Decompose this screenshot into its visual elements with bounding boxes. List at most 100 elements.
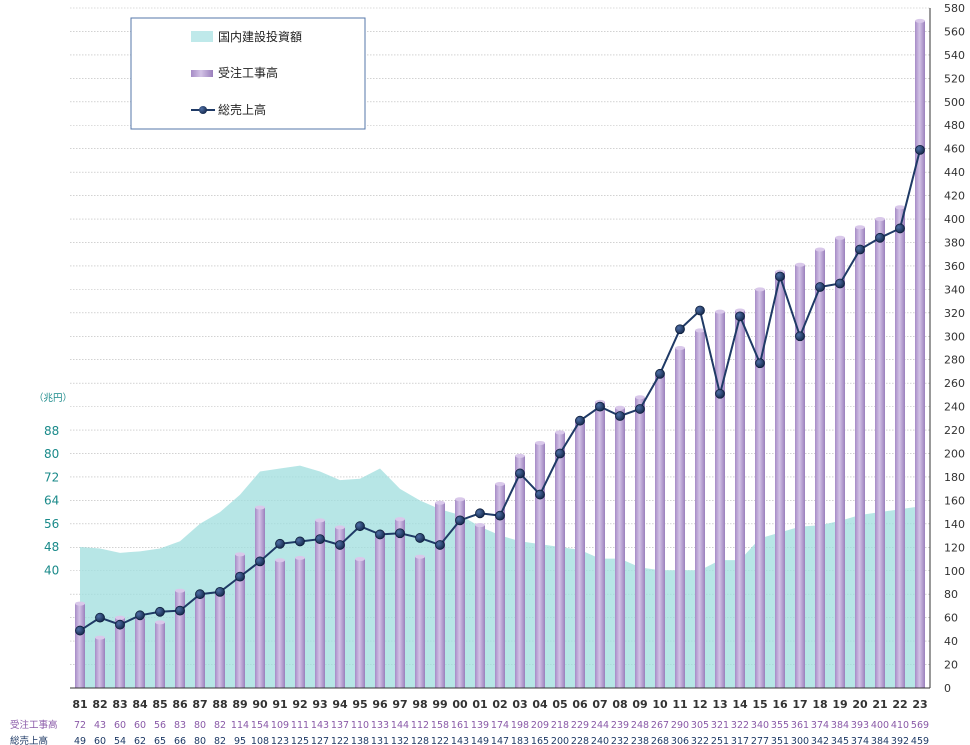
line-point [795,331,805,342]
bar-cap [475,523,485,528]
x-axis-tick: 05 [552,698,567,711]
table-cell-sales: 125 [291,736,309,745]
x-axis-tick: 17 [792,698,807,711]
legend-label-bar: 受注工事高 [218,65,278,80]
right-axis-tick: 560 [944,25,965,38]
bar-cap [615,405,625,410]
bar-cap [355,557,365,562]
table-cell-sales: 65 [154,736,166,745]
line-point [575,415,585,426]
right-axis-tick: 340 [944,283,965,296]
line-point [95,612,105,623]
line-point [595,401,605,412]
line-point [235,571,245,582]
table-cell-orders: 139 [471,720,489,731]
bar [535,442,545,688]
bar [475,525,485,688]
table-cell-sales: 138 [351,736,369,745]
bar [195,594,205,688]
bar [815,249,825,688]
bar-cap [735,308,745,313]
table-row-label-sales: 総売上高 [10,735,48,745]
right-axis-tick: 80 [944,588,958,601]
table-cell-orders: 355 [771,720,789,731]
x-axis-tick: 02 [492,698,507,711]
line-point [155,606,165,617]
x-axis-tick: 21 [872,698,887,711]
table-cell-orders: 174 [491,720,509,731]
table-cell-orders: 374 [811,720,829,731]
line-point [135,610,145,621]
x-axis-tick: 97 [392,698,407,711]
table-cell-sales: 54 [114,736,126,745]
table-cell-orders: 248 [631,720,649,731]
table-cell-sales: 251 [711,736,729,745]
bar [855,227,865,688]
left-axis-unit: （兆円） [34,392,72,404]
right-axis-tick: 460 [944,143,965,156]
left-axis-tick: 88 [44,424,59,438]
line-point [195,589,205,600]
table-cell-sales: 123 [271,736,289,745]
line-point [775,271,785,282]
table-cell-sales: 300 [791,736,809,745]
x-axis-tick: 81 [72,698,87,711]
bar-cap [415,554,425,559]
bar-cap [915,18,925,23]
x-axis-tick: 15 [752,698,767,711]
table-cell-sales: 228 [571,736,589,745]
right-axis-tick: 200 [944,448,965,461]
line-point [895,223,905,234]
bar-cap [95,635,105,640]
table-cell-orders: 82 [214,720,226,731]
line-point [835,278,845,289]
table-cell-sales: 342 [811,736,829,745]
table-cell-sales: 232 [611,736,629,745]
bar [115,617,125,688]
table-cell-orders: 112 [411,720,429,731]
x-axis-tick: 12 [692,698,707,711]
bar-cap [715,309,725,314]
line-point [635,404,645,414]
line-point [335,540,345,550]
table-cell-sales: 240 [591,736,609,745]
table-cell-orders: 321 [711,720,729,731]
table-cell-orders: 56 [154,720,166,731]
table-cell-orders: 161 [451,720,469,731]
data-table: 72 43 60 60 56 83 80 82 114 154 109 111 143 137 110 133… [74,720,929,745]
table-cell-orders: 384 [831,720,849,731]
bar [155,622,165,688]
line-point [315,534,325,545]
legend: 国内建設投資額 受注工事高 総売上高 [130,17,366,130]
line-series-sales [75,144,925,636]
bar [635,397,645,688]
table-cell-orders: 143 [311,720,329,731]
x-axis-tick: 87 [192,698,207,711]
left-axis-tick: 48 [44,540,59,554]
bar-cap [555,430,565,435]
x-axis-tick: 00 [452,698,468,711]
bar [135,617,145,688]
table-cell-sales: 384 [871,736,889,745]
bar-cap [515,453,525,458]
x-axis-tick: 08 [612,698,627,711]
bar [415,556,425,688]
table-cell-sales: 66 [174,736,186,745]
right-axis-tick: 0 [944,682,951,695]
legend-swatch-marker [199,106,207,114]
bar-series-orders [75,18,925,689]
table-cell-orders: 267 [651,720,669,731]
bar-cap [695,328,705,333]
bar [795,264,805,688]
bar-cap [155,620,165,625]
bar-cap [755,287,765,292]
bar-cap [175,588,185,593]
x-axis-tick: 01 [472,698,487,711]
right-axis-tick: 20 [944,659,958,672]
x-axis-tick: 84 [132,698,148,711]
line-point [815,282,825,292]
bar-cap [895,205,905,210]
bar [75,603,85,688]
x-axis-tick: 93 [312,698,327,711]
table-cell-orders: 60 [114,720,126,731]
